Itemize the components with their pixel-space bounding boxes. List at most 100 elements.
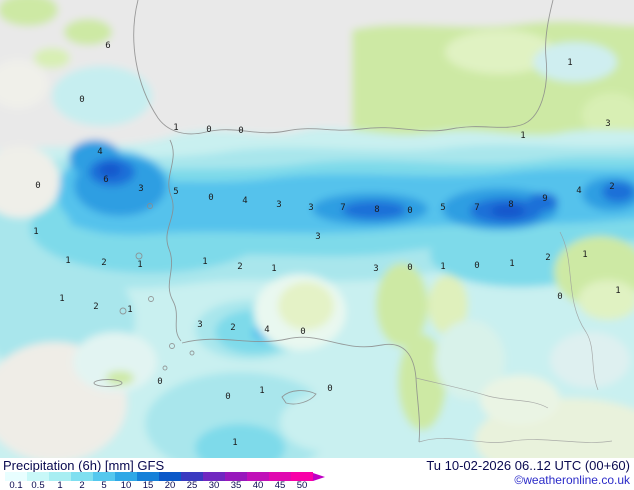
precip-value: 3: [276, 200, 281, 210]
precip-value: 2: [545, 253, 550, 263]
scale-swatch: [291, 472, 313, 481]
precip-value: 8: [508, 200, 513, 210]
map-area: 6 1 0 1 0 0 1 3 4 0 6 3 5 0 4 3 3 7 8 0 5 7 8 9 4 2 1 3 1 2 1 1 2 1 3 0 1 0 1 2…: [0, 0, 634, 458]
precip-value: 1: [271, 264, 276, 274]
precip-value: 6: [103, 175, 108, 185]
precip-value: 0: [407, 206, 412, 216]
precip-value: 2: [93, 302, 98, 312]
precip-value: 1: [615, 286, 620, 296]
legend-model-label: GFS: [137, 458, 165, 473]
legend-left: Precipitation (6h) [mm] GFS 0.1 0.5 1 2 5 10 1…: [3, 458, 325, 490]
precip-value: 8: [374, 205, 379, 215]
color-scale-labels: 0.1 0.5 1 2 5 10 15 20 25 30 35 40 45 50: [5, 481, 313, 490]
scale-label: 1: [57, 480, 63, 490]
precip-value: 5: [440, 203, 445, 213]
precip-value: 1: [127, 305, 132, 315]
precip-map: 6 1 0 1 0 0 1 3 4 0 6 3 5 0 4 3 3 7 8 0 5 7 8 9 4 2 1 3 1 2 1 1 2 1 3 0 1 0 1 2…: [0, 0, 634, 458]
datetime-label: Tu 10-02-2026 06..12 UTC (00+60): [426, 458, 630, 473]
color-scale-bar: [5, 472, 325, 481]
precip-value: 0: [238, 126, 243, 136]
scale-label: 2: [79, 480, 85, 490]
legend-right: Tu 10-02-2026 06..12 UTC (00+60) ©weathe…: [426, 458, 630, 488]
precip-value: 4: [264, 325, 269, 335]
precip-value: 9: [542, 194, 547, 204]
scale-swatch: [27, 472, 49, 481]
precip-value: 1: [59, 294, 64, 304]
scale-swatch: [115, 472, 137, 481]
precip-value: 4: [576, 186, 581, 196]
precip-value: 0: [206, 125, 211, 135]
precip-value: 3: [605, 119, 610, 129]
precip-value: 0: [208, 193, 213, 203]
precip-value: 3: [373, 264, 378, 274]
scale-label: 50: [296, 480, 308, 490]
coastlines: [93, 0, 554, 443]
scale-swatch: [203, 472, 225, 481]
precip-value: 1: [173, 123, 178, 133]
legend-unit-label: [mm]: [104, 458, 134, 473]
scale-label: 5: [101, 480, 107, 490]
scale-label: 35: [230, 480, 242, 490]
precip-field: [0, 0, 634, 458]
precip-value: 6: [105, 41, 110, 51]
precip-value: 3: [308, 203, 313, 213]
precip-value: 5: [173, 187, 178, 197]
legend-parameter-label: Precipitation (6h): [3, 458, 102, 473]
scale-swatch: [93, 472, 115, 481]
precip-value: 0: [225, 392, 230, 402]
precip-value: 1: [520, 131, 525, 141]
precip-value: 1: [582, 250, 587, 260]
precip-value: 7: [474, 203, 479, 213]
scale-label: 0.1: [9, 480, 23, 490]
scale-label: 40: [252, 480, 264, 490]
precip-value: 0: [474, 261, 479, 271]
scale-label: 0.5: [31, 480, 45, 490]
precip-value: 3: [138, 184, 143, 194]
precip-value: 1: [33, 227, 38, 237]
scale-label: 45: [274, 480, 286, 490]
scale-swatch: [269, 472, 291, 481]
scale-swatch: [247, 472, 269, 481]
country-borders: [415, 231, 613, 443]
scale-label: 25: [186, 480, 198, 490]
scale-arrow-icon: [313, 472, 325, 481]
scale-swatch: [181, 472, 203, 481]
precip-value: 0: [157, 377, 162, 387]
precip-value: 3: [197, 320, 202, 330]
precip-value: 2: [101, 258, 106, 268]
precip-value: 3: [315, 232, 320, 242]
copyright-link[interactable]: ©weatheronline.co.uk: [514, 473, 630, 487]
precip-values-layer: 6 1 0 1 0 0 1 3 4 0 6 3 5 0 4 3 3 7 8 0 5 7 8 9 4 2 1 3 1 2 1 1 2 1 3 0 1 0 1 2…: [33, 41, 620, 448]
precip-value: 1: [509, 259, 514, 269]
scale-label: 15: [142, 480, 154, 490]
precip-value: 2: [230, 323, 235, 333]
precip-value: 4: [97, 147, 102, 157]
precip-value: 2: [609, 182, 614, 192]
precip-value: 1: [202, 257, 207, 267]
scale-label: 20: [164, 480, 176, 490]
precip-value: 0: [327, 384, 332, 394]
legend-bar: Precipitation (6h) [mm] GFS 0.1 0.5 1 2 5 10 1…: [0, 458, 634, 490]
precip-value: 4: [242, 196, 247, 206]
precip-value: 1: [232, 438, 237, 448]
precip-value: 1: [440, 262, 445, 272]
scale-swatch: [49, 472, 71, 481]
scale-label: 10: [120, 480, 132, 490]
precip-value: 1: [259, 386, 264, 396]
scale-swatch: [225, 472, 247, 481]
precip-value: 1: [137, 260, 142, 270]
precip-value: 0: [79, 95, 84, 105]
precip-value: 7: [340, 203, 345, 213]
precip-value: 0: [35, 181, 40, 191]
legend-title: Precipitation (6h) [mm] GFS: [3, 459, 164, 472]
precip-value: 1: [65, 256, 70, 266]
scale-swatch: [159, 472, 181, 481]
precip-value: 0: [557, 292, 562, 302]
precip-value: 2: [237, 262, 242, 272]
precip-value: 0: [300, 327, 305, 337]
scale-label: 30: [208, 480, 220, 490]
scale-swatch: [71, 472, 93, 481]
scale-swatch: [137, 472, 159, 481]
precip-value: 0: [407, 263, 412, 273]
